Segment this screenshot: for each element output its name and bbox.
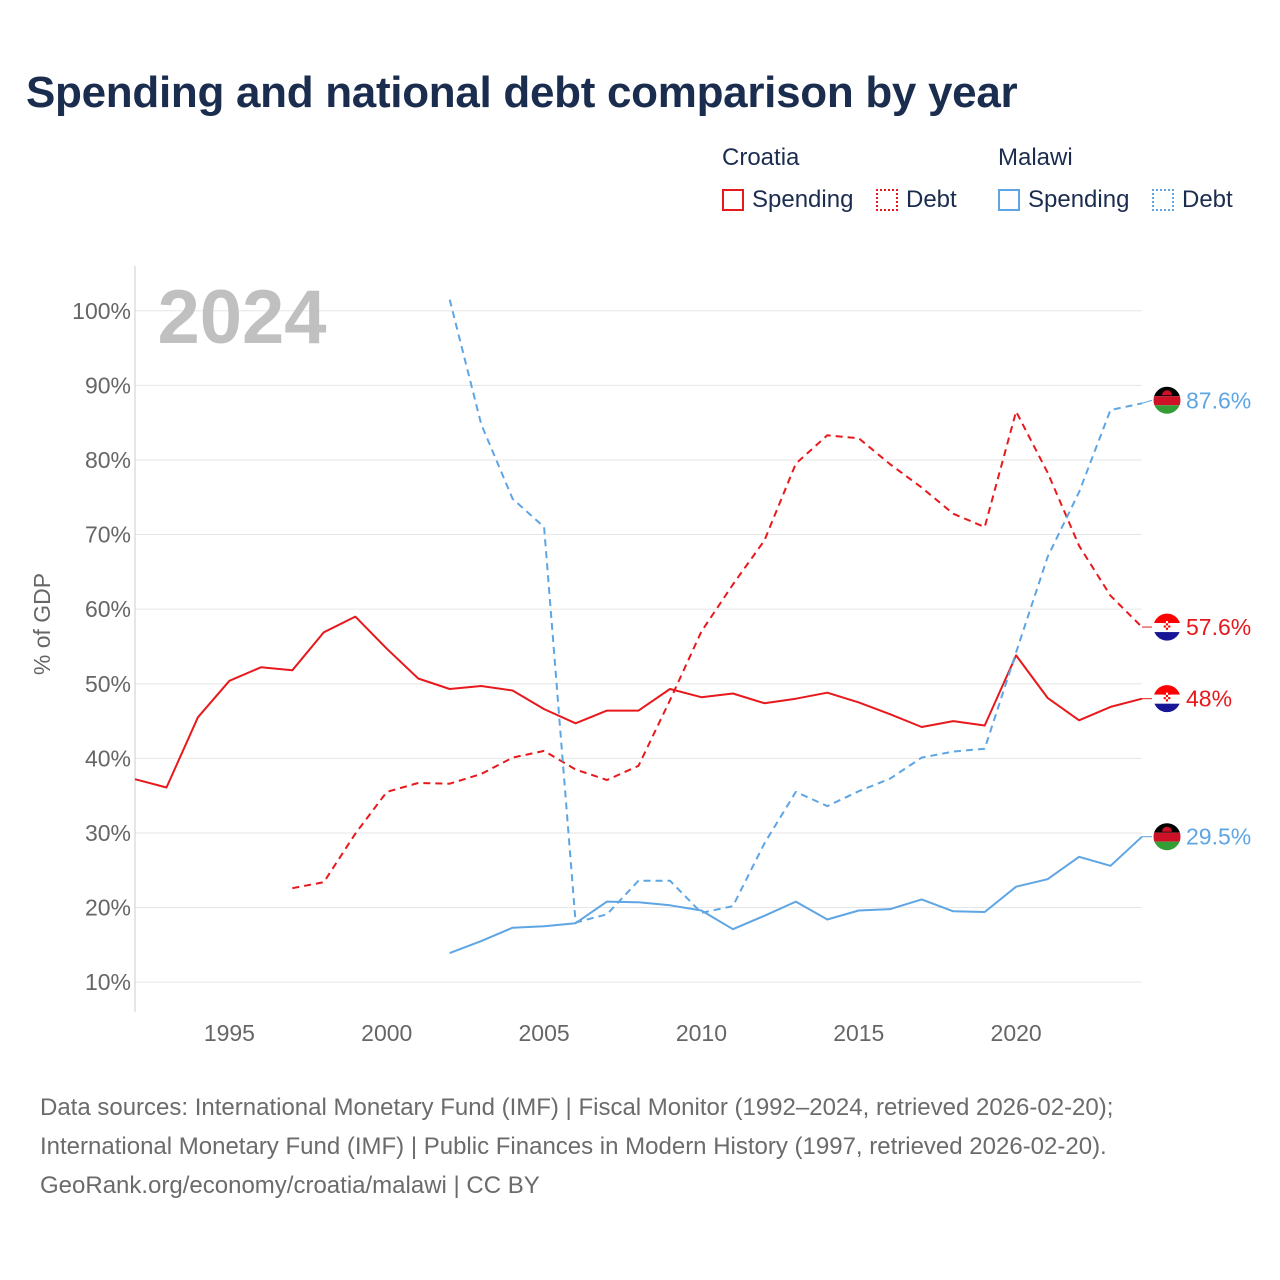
x-tick-label: 2010 bbox=[676, 1020, 727, 1046]
series bbox=[134, 299, 1143, 955]
legend-croatia-spending-label: Spending bbox=[752, 186, 854, 213]
legend-swatch-croatia-spending bbox=[722, 189, 744, 211]
x-tick-label: 2005 bbox=[519, 1020, 570, 1046]
y-tick-label: 70% bbox=[85, 522, 131, 548]
footer-source-line-2: International Monetary Fund (IMF) | Publ… bbox=[40, 1133, 1107, 1160]
end-value-label: 57.6% bbox=[1186, 614, 1251, 640]
y-tick-label: 80% bbox=[85, 447, 131, 473]
series-line-croatia-spending[interactable] bbox=[134, 615, 1143, 789]
croatia-flag-icon bbox=[1152, 612, 1182, 642]
x-tick-label: 2000 bbox=[361, 1020, 412, 1046]
legend-croatia-debt[interactable]: Debt bbox=[876, 186, 957, 214]
legend-croatia-debt-label: Debt bbox=[906, 186, 957, 213]
legend-swatch-malawi-spending bbox=[998, 189, 1020, 211]
y-tick-label: 10% bbox=[85, 969, 131, 995]
y-tick-label: 50% bbox=[85, 671, 131, 697]
end-markers: 48% 57.6% 29.5% 87.6% bbox=[1141, 385, 1251, 852]
croatia-flag-icon bbox=[1152, 684, 1182, 714]
legend-malawi-debt-label: Debt bbox=[1182, 186, 1233, 213]
x-tick-label: 1995 bbox=[204, 1020, 255, 1046]
y-tick-label: 30% bbox=[85, 820, 131, 846]
footer-attribution[interactable]: GeoRank.org/economy/croatia/malawi | CC … bbox=[40, 1172, 540, 1199]
axes: 10% 20% 30% 40% 50% 60% 70% 80% 90% 100% 1995 2000 2… bbox=[72, 266, 1042, 1046]
year-watermark: 2024 bbox=[157, 275, 326, 360]
chart-title: Spending and national debt comparison by… bbox=[26, 68, 1018, 117]
end-value-label: 48% bbox=[1186, 686, 1232, 712]
footer-source-line-1: Data sources: International Monetary Fun… bbox=[40, 1094, 1114, 1121]
legend-malawi-debt[interactable]: Debt bbox=[1152, 186, 1233, 214]
end-connector bbox=[1141, 399, 1153, 404]
legend-malawi-spending-label: Spending bbox=[1028, 186, 1130, 213]
x-tick-label: 2020 bbox=[991, 1020, 1042, 1046]
series-line-malawi-debt[interactable] bbox=[448, 299, 1143, 924]
y-axis-label: % of GDP bbox=[29, 573, 55, 675]
x-tick-label: 2015 bbox=[833, 1020, 884, 1046]
series-line-malawi-spending[interactable] bbox=[449, 835, 1143, 955]
malawi-flag-icon bbox=[1152, 822, 1182, 852]
y-tick-label: 60% bbox=[85, 596, 131, 622]
legend-croatia-spending[interactable]: Spending bbox=[722, 186, 853, 214]
end-value-label: 29.5% bbox=[1186, 824, 1251, 850]
y-tick-label: 100% bbox=[72, 298, 131, 324]
malawi-flag-icon bbox=[1152, 385, 1182, 415]
y-tick-label: 90% bbox=[85, 372, 131, 398]
legend-malawi-spending[interactable]: Spending bbox=[998, 186, 1129, 214]
footer: Data sources: International Monetary Fun… bbox=[40, 1088, 1113, 1205]
series-line-croatia-debt[interactable] bbox=[292, 410, 1143, 890]
y-tick-label: 40% bbox=[85, 745, 131, 771]
gridlines bbox=[135, 310, 1142, 983]
end-value-label: 87.6% bbox=[1186, 387, 1251, 413]
line-chart: 2024 10% 20% 30% 40% 50% 60% 70% 80% 90% 100% 1995… bbox=[29, 266, 1251, 1046]
legend-swatch-croatia-debt bbox=[876, 189, 898, 211]
legend-croatia-label: Croatia bbox=[722, 144, 800, 171]
legend-swatch-malawi-debt bbox=[1152, 189, 1174, 211]
y-tick-label: 20% bbox=[85, 895, 131, 921]
legend-malawi-label: Malawi bbox=[998, 144, 1073, 171]
